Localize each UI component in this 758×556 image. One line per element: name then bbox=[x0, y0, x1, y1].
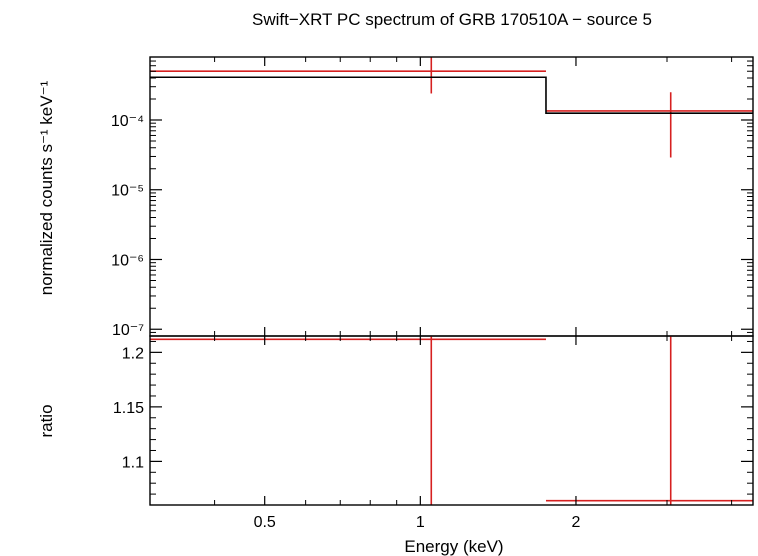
y-tick-label: 10⁻⁵ bbox=[111, 183, 144, 200]
y-tick-label: 1.1 bbox=[122, 454, 144, 471]
y-tick-label: 10⁻⁴ bbox=[111, 113, 144, 130]
y-tick-label: 10⁻⁷ bbox=[112, 322, 144, 339]
y-axis-label-spectrum: normalized counts s⁻¹ keV⁻¹ bbox=[37, 80, 56, 295]
chart-title: Swift−XRT PC spectrum of GRB 170510A − s… bbox=[252, 10, 652, 29]
x-axis-label: Energy (keV) bbox=[404, 537, 503, 556]
y-tick-label: 10⁻⁶ bbox=[111, 252, 144, 269]
y-tick-label: 1.15 bbox=[113, 400, 144, 417]
y-tick-label: 1.2 bbox=[122, 345, 144, 362]
x-tick-label: 2 bbox=[572, 514, 581, 531]
y-axis-label-ratio: ratio bbox=[37, 404, 56, 437]
spectrum-panel: 10⁻⁷ 10⁻⁶ 10⁻⁵ 10⁻⁴ bbox=[111, 56, 754, 339]
ratio-panel: 1.1 1.15 1.2 0.5 1 2 bbox=[113, 335, 754, 531]
model-step-line bbox=[150, 76, 753, 115]
plot-frame bbox=[149, 56, 754, 337]
x-tick-label: 1 bbox=[416, 514, 425, 531]
plot-frame bbox=[149, 335, 754, 506]
x-tick-label: 0.5 bbox=[254, 514, 276, 531]
